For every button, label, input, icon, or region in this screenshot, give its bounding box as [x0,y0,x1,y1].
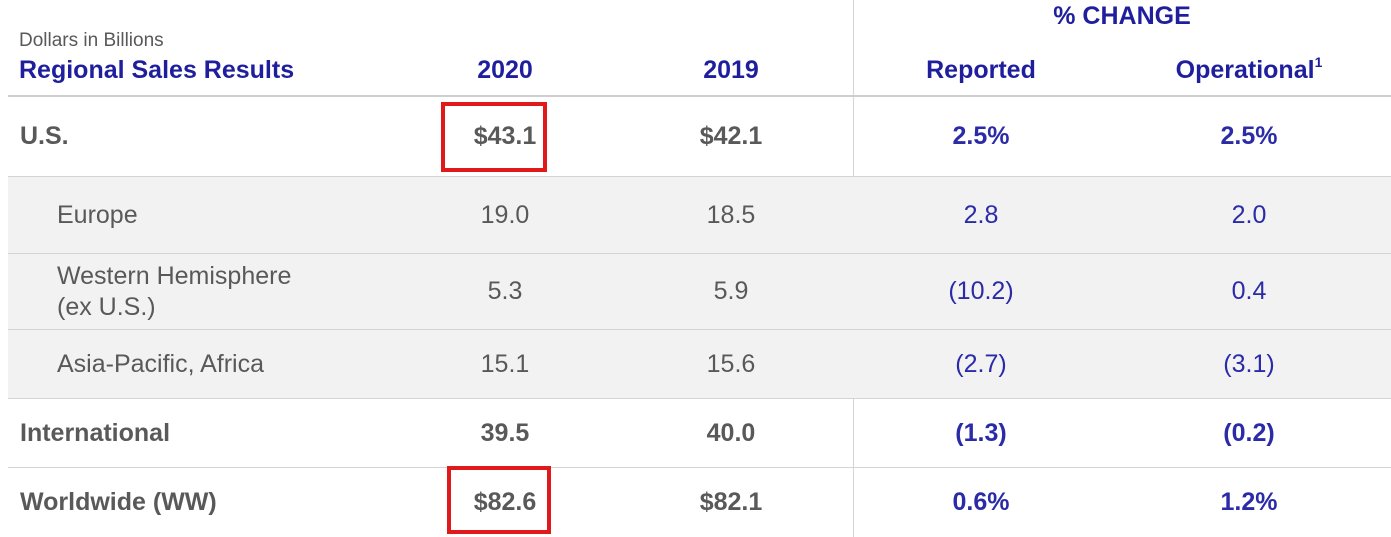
row-rule [8,467,1391,468]
row-label: Worldwide (WW) [20,488,217,516]
value-operational: 2.0 [1231,200,1267,229]
units-label: Dollars in Billions [19,30,164,51]
value-2020: $82.6 [473,488,537,516]
col-header-operational: Operational1 [1149,54,1349,85]
value-operational: 0.4 [1231,277,1267,305]
value-reported: (1.3) [955,418,1007,447]
value-reported: 0.6% [952,488,1010,516]
col-header-operational-label: Operational [1175,56,1315,84]
table-title: Regional Sales Results [19,56,295,84]
row-rule [8,176,1391,177]
table-row-europe: Europe 19.0 18.5 2.8 2.0 [8,177,1391,253]
value-reported: 2.5% [952,122,1010,150]
value-2019: $82.1 [699,488,763,516]
pct-change-header: % CHANGE [1053,2,1191,30]
row-rule [8,253,1391,254]
row-label: Western Hemisphere (ex U.S.) [57,254,457,329]
value-2019: 15.6 [706,349,756,378]
table-row-western-hemisphere: Western Hemisphere (ex U.S.) 5.3 5.9 (10… [8,254,1391,329]
table-row-worldwide: Worldwide (WW) $82.6 $82.1 0.6% 1.2% [8,468,1391,537]
value-operational: (0.2) [1223,418,1275,447]
value-2019: 18.5 [706,200,756,229]
col-header-reported: Reported [926,56,1036,84]
value-2019: 40.0 [706,418,756,447]
table-row-us: U.S. $43.1 $42.1 2.5% 2.5% [8,97,1391,176]
value-reported: (2.7) [955,349,1007,378]
footnote-marker: 1 [1314,54,1323,70]
value-2020: 19.0 [480,200,530,229]
value-2019: $42.1 [699,122,763,150]
value-2020: 39.5 [480,418,530,447]
row-rule [8,329,1391,330]
value-operational: 1.2% [1220,488,1278,516]
row-label: Asia-Pacific, Africa [57,349,265,378]
value-reported: 2.8 [963,200,999,229]
row-label-line1: Western Hemisphere [57,261,292,290]
highlight-box-us-2020 [441,102,547,172]
table-row-international: International 39.5 40.0 (1.3) (0.2) [8,399,1391,467]
value-2020: 15.1 [480,349,530,378]
value-operational: (3.1) [1223,349,1275,378]
row-label-line2: (ex U.S.) [57,292,156,321]
value-reported: (10.2) [948,277,1014,305]
value-operational: 2.5% [1220,122,1278,150]
header-rule [8,95,1391,97]
row-label: Europe [57,200,138,229]
value-2020: $43.1 [473,122,537,150]
row-rule [8,398,1391,399]
row-label: International [20,418,171,447]
col-header-2019: 2019 [703,56,759,84]
table-row-asia-pacific-africa: Asia-Pacific, Africa 15.1 15.6 (2.7) (3.… [8,330,1391,398]
highlight-box-ww-2020 [447,466,551,534]
row-label: U.S. [20,122,69,150]
col-header-2020: 2020 [477,56,533,84]
value-2020: 5.3 [487,277,523,305]
value-2019: 5.9 [713,277,749,305]
